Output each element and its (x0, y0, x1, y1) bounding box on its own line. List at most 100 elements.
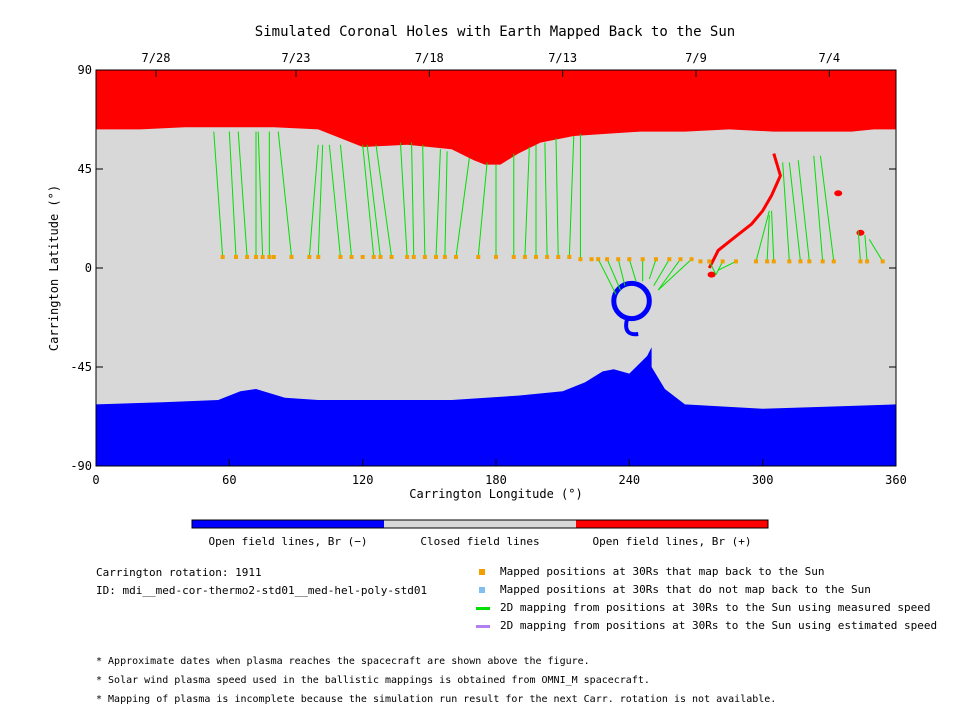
legend-item-measured: 2D mapping from positions at 30Rs to the… (476, 601, 930, 615)
colorbar-label-1: Closed field lines (420, 535, 539, 548)
mapped-point-22 (476, 255, 481, 259)
mapping-line-39 (715, 261, 724, 275)
note-incomplete: * Mapping of plasma is incomplete becaus… (96, 694, 777, 705)
mapped-point-10 (338, 255, 343, 259)
y-tick-label-3: -45 (70, 360, 92, 374)
mapped-point-40 (689, 257, 694, 262)
colorbar-border (191, 519, 769, 529)
estimated-line-icon (476, 624, 490, 628)
mapped-point-23 (494, 255, 498, 259)
mapping-line-4 (257, 131, 264, 258)
colorbar-segment-2 (576, 520, 768, 528)
mapped-point-25 (522, 255, 527, 259)
x-tick-label-5: 300 (752, 473, 774, 487)
legend-label: Mapped positions at 30Rs that map back t… (500, 565, 825, 578)
y-tick-label-2: 0 (85, 261, 92, 275)
mapped-point-55 (880, 259, 885, 264)
carrington-rotation: Carrington rotation: 1911 (96, 566, 262, 579)
mapping-line-14 (399, 142, 408, 258)
run-id: ID: mdi__med-cor-thermo2-std01__med-hel-… (96, 584, 428, 597)
date-tick-label-0: 7/28 (142, 51, 171, 65)
date-tick-label-1: 7/23 (282, 51, 311, 65)
mapping-line-40 (718, 260, 737, 271)
x-axis-label: Carrington Longitude (°) (409, 487, 582, 501)
mapped-point-27 (545, 255, 550, 259)
mapped-point-30 (578, 257, 583, 262)
mapping-line-8 (317, 144, 324, 258)
mapping-line-19 (455, 157, 470, 258)
mapped-point-12 (360, 255, 365, 259)
x-tick-label-0: 0 (92, 473, 99, 487)
mapped-point-8 (307, 255, 312, 259)
colorbar-segment-1 (384, 520, 576, 528)
mapping-line-1 (228, 131, 237, 258)
mapping-line-15 (411, 142, 415, 258)
mapping-line-43 (771, 210, 775, 262)
mapping-line-2 (237, 131, 248, 258)
mapped-point-28 (556, 255, 561, 259)
mapped-point-29 (567, 255, 572, 259)
north-open-positive-region (96, 70, 896, 165)
mapped-point-54 (865, 259, 870, 264)
mapping-line-27 (568, 135, 575, 258)
colorbar: Open field lines, Br (−) Closed field lin… (191, 519, 769, 548)
mapped-point-31 (589, 257, 594, 262)
date-tick-label-4: 7/9 (685, 51, 707, 65)
colorbar-segment-0 (192, 520, 384, 528)
mapping-line-25 (544, 142, 548, 258)
mapped-point-42 (707, 259, 712, 264)
mapping-line-47 (813, 155, 824, 262)
mapping-line-45 (788, 162, 801, 262)
mapping-line-51 (868, 239, 884, 262)
x-tick-label-6: 360 (885, 473, 907, 487)
mapping-line-49 (857, 230, 861, 262)
mapped-point-21 (454, 255, 458, 259)
mapped-point-43 (720, 259, 725, 264)
mapped-point-38 (667, 257, 672, 262)
y-tick-label-0: 90 (78, 63, 92, 77)
mapping-line-13 (375, 144, 393, 258)
mapping-line-36 (657, 258, 681, 291)
mapped-point-16 (405, 255, 410, 259)
mapping-line-18 (444, 151, 448, 258)
legend-item-mapped: Mapped positions at 30Rs that map back t… (476, 565, 825, 579)
y-axis-label: Carrington Latitude (°) (47, 185, 61, 351)
x-axis: 0 60 120 180 240 300 360 (92, 459, 907, 487)
mapping-line-30 (606, 259, 621, 291)
note-speed: * Solar wind plasma speed used in the ba… (96, 675, 650, 686)
positive-coronal-channel (707, 153, 782, 269)
mapping-line-11 (362, 144, 375, 258)
colorbar-label-0: Open field lines, Br (−) (209, 535, 368, 548)
mapping-line-17 (435, 149, 441, 258)
mapped-point-1 (234, 255, 238, 259)
mapped-point-45 (754, 259, 758, 264)
legend-item-unmapped: Mapped positions at 30Rs that do not map… (476, 583, 871, 597)
negative-coronal-hole-tail (624, 318, 639, 337)
mapped-point-9 (316, 255, 321, 259)
mapped-point-51 (820, 259, 825, 264)
mapped-point-53 (858, 259, 863, 264)
x-tick-label-2: 120 (352, 473, 374, 487)
mapping-line-31 (617, 259, 626, 286)
mapped-point-11 (349, 255, 354, 259)
mapped-point-32 (596, 257, 601, 262)
mapped-point-44 (734, 259, 738, 264)
mapping-line-12 (366, 144, 381, 258)
mapped-point-47 (771, 259, 776, 264)
mapped-point-4 (260, 255, 265, 259)
mapping-line-23 (524, 146, 530, 258)
x-tick-label-4: 240 (618, 473, 640, 487)
y-axis: 90 45 0 -45 -90 (70, 63, 896, 473)
mapping-line-6 (277, 131, 293, 258)
plot-area (96, 70, 896, 466)
mapped-point-35 (627, 257, 632, 262)
mapping-line-50 (864, 234, 868, 262)
mapped-point-34 (616, 257, 621, 262)
mapping-line-7 (308, 144, 319, 258)
mapped-point-17 (411, 255, 416, 259)
negative-coronal-hole (611, 280, 652, 322)
positive-coronal-patch-0 (834, 190, 843, 197)
mapped-point-18 (422, 255, 427, 259)
south-open-negative-region (96, 347, 896, 466)
